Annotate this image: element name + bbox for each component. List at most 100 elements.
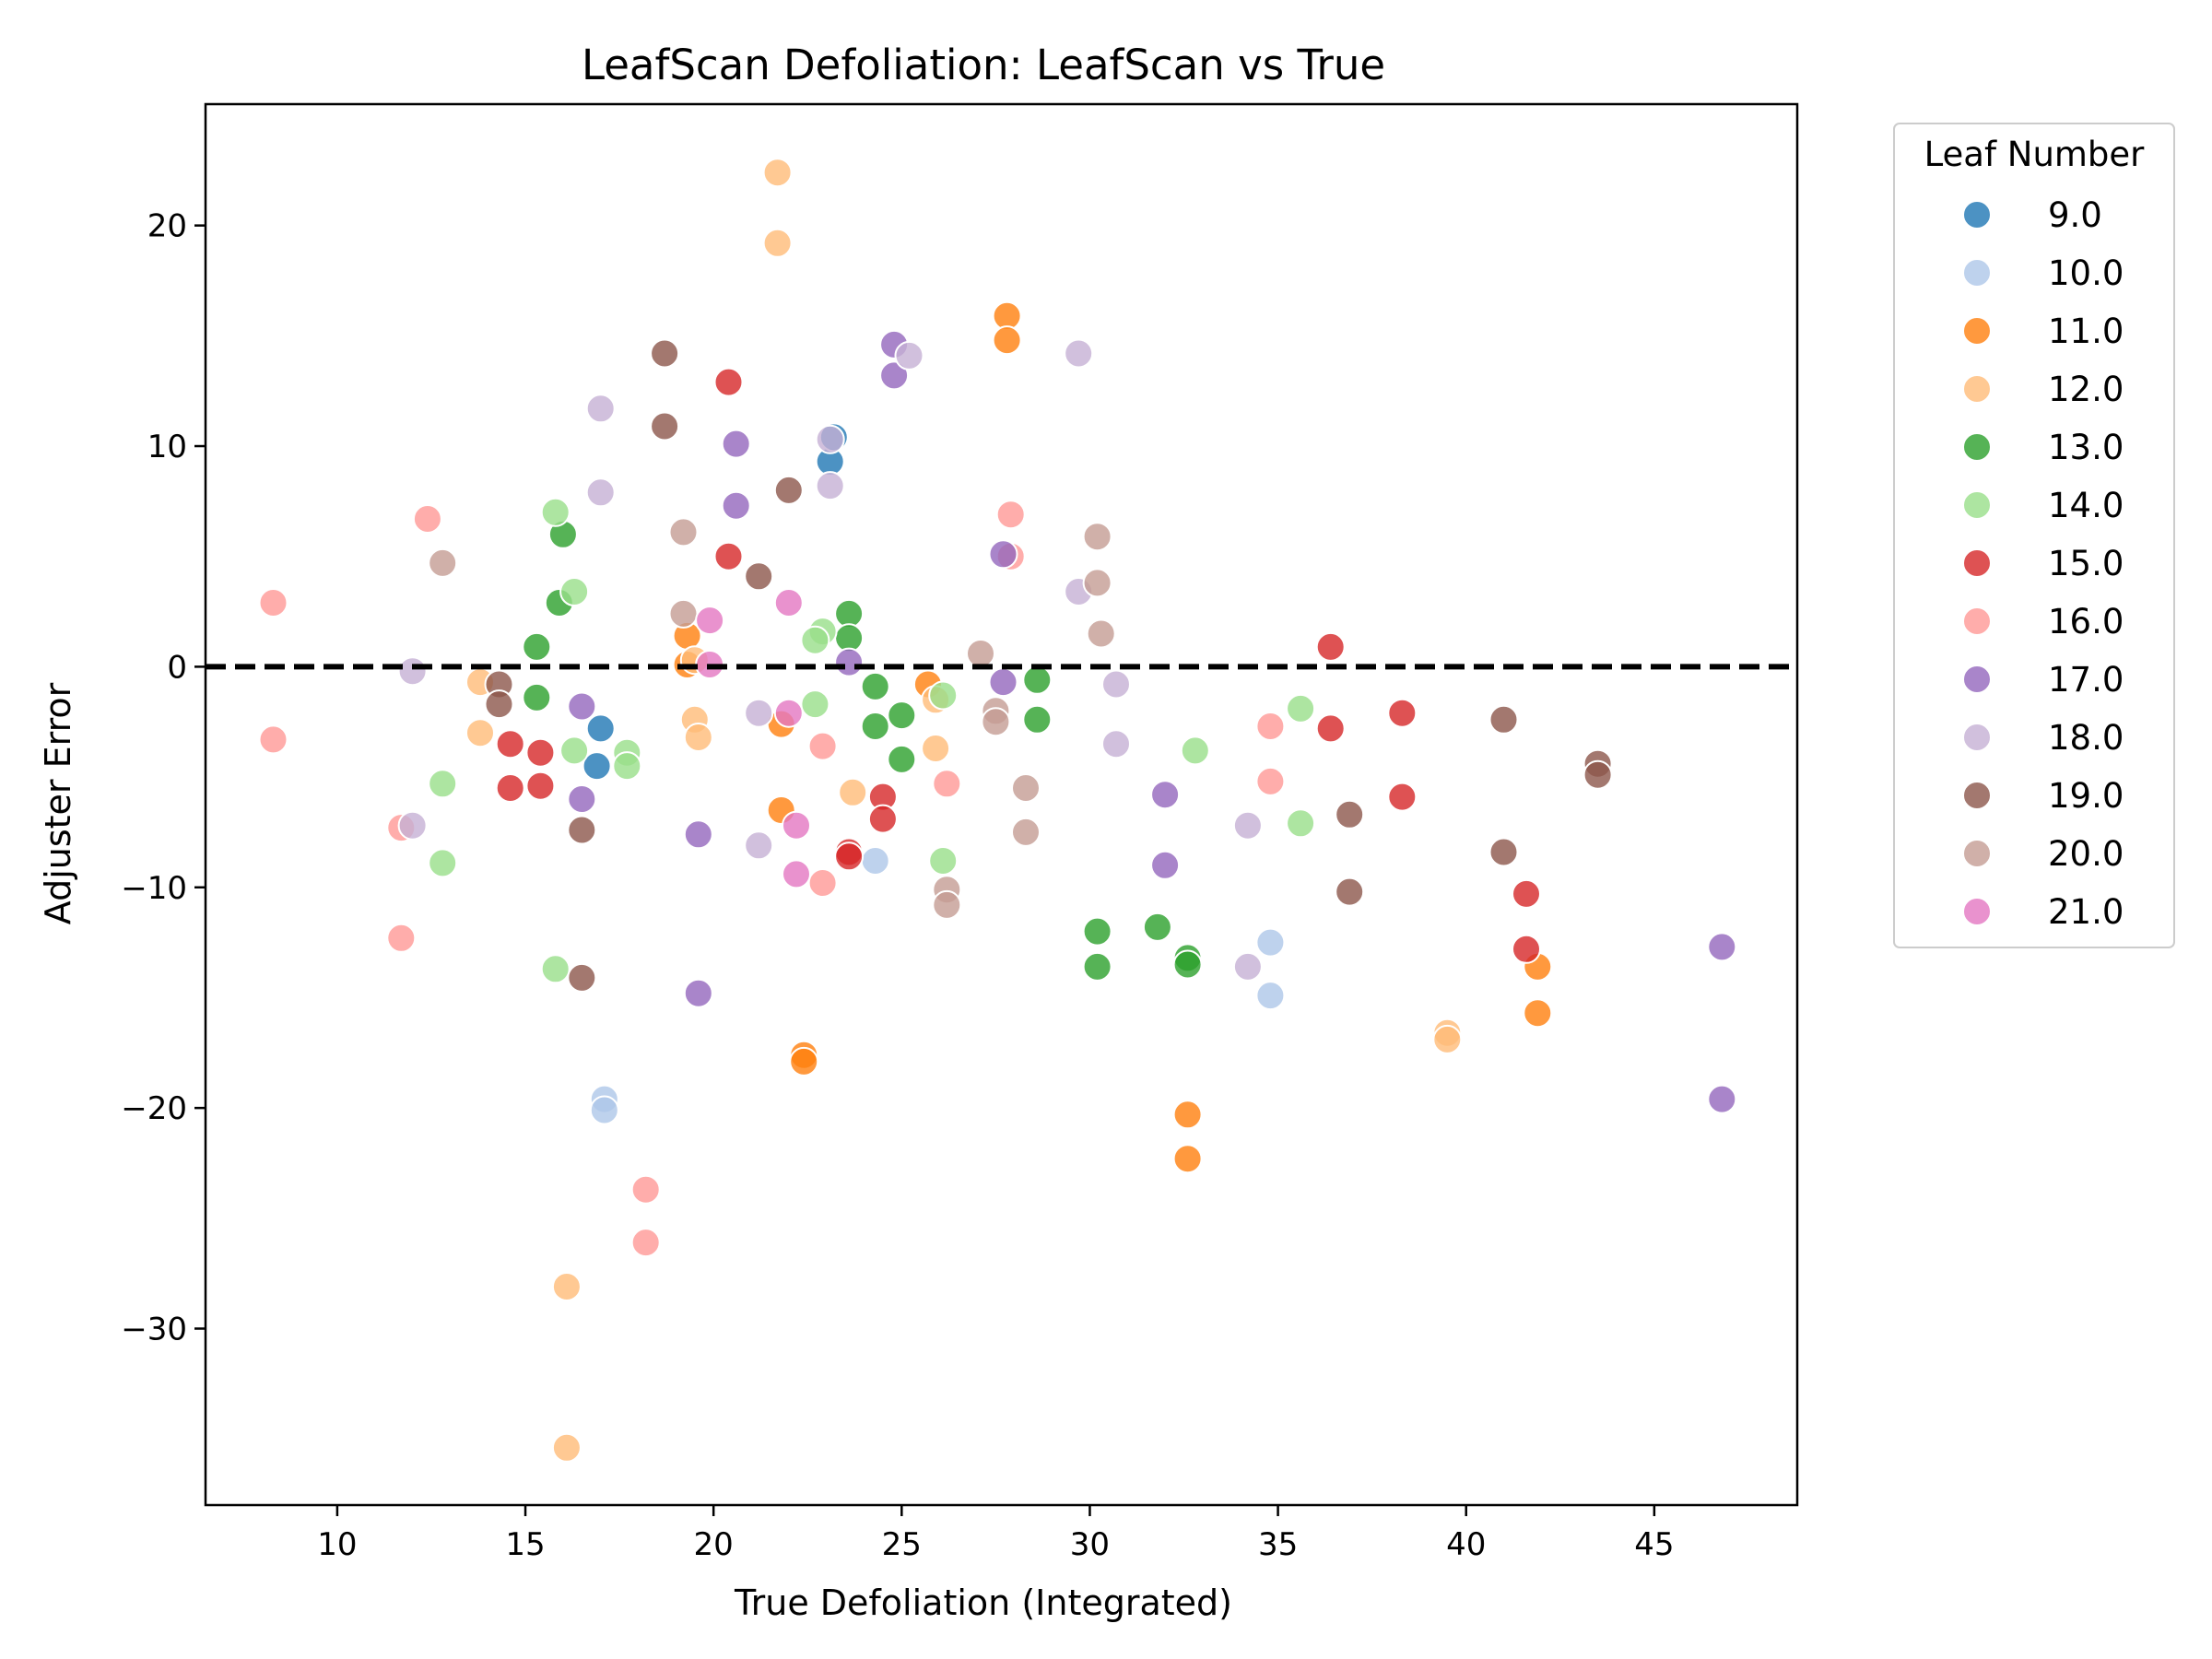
- x-tick-label: 25: [882, 1526, 922, 1563]
- data-point: [1286, 693, 1316, 724]
- legend-marker: [1962, 258, 1992, 288]
- legend-marker: [1962, 200, 1992, 229]
- x-tick-label: 45: [1634, 1526, 1674, 1563]
- data-point: [867, 804, 898, 834]
- data-point: [1011, 773, 1041, 803]
- data-point: [683, 978, 713, 1008]
- x-tick-label: 40: [1446, 1526, 1486, 1563]
- data-point: [800, 689, 830, 720]
- data-point: [928, 680, 959, 711]
- data-point: [1082, 951, 1112, 982]
- series-15.0: [495, 367, 1541, 964]
- data-point: [1523, 998, 1553, 1029]
- data-point: [567, 784, 597, 814]
- data-point: [773, 475, 804, 505]
- data-point: [1172, 1100, 1203, 1130]
- data-point: [995, 500, 1026, 530]
- data-point: [540, 954, 571, 984]
- legend-marker: [1962, 316, 1992, 346]
- data-point: [1022, 665, 1053, 695]
- data-point: [612, 751, 642, 782]
- data-point: [894, 340, 924, 371]
- data-point: [559, 577, 590, 606]
- legend-label: 20.0: [2048, 834, 2124, 874]
- data-point: [988, 539, 1018, 570]
- data-point: [713, 541, 744, 571]
- data-point: [1512, 934, 1541, 964]
- data-point: [695, 606, 725, 636]
- y-tick-label: −30: [121, 1312, 187, 1348]
- data-point: [713, 367, 744, 397]
- data-point: [1064, 338, 1094, 369]
- x-tick-label: 10: [317, 1526, 357, 1563]
- data-point: [559, 735, 590, 766]
- data-point: [1255, 927, 1286, 958]
- data-point: [525, 771, 556, 801]
- data-point: [1315, 713, 1346, 744]
- data-point: [1512, 878, 1541, 909]
- data-point: [1387, 782, 1418, 812]
- data-point: [1172, 949, 1203, 980]
- legend-label: 19.0: [2048, 776, 2124, 816]
- data-point: [495, 773, 525, 803]
- data-point: [1101, 729, 1131, 759]
- data-point: [807, 731, 838, 761]
- legend-title: Leaf Number: [1924, 135, 2146, 174]
- data-point: [1011, 817, 1041, 847]
- data-point: [887, 744, 917, 774]
- legend-label: 16.0: [2048, 602, 2124, 641]
- data-point: [585, 394, 616, 424]
- data-point: [992, 325, 1022, 356]
- data-point: [782, 810, 811, 841]
- legend-marker: [1962, 723, 1992, 752]
- data-point: [412, 504, 442, 534]
- y-axis-title: Adjuster Error: [38, 682, 78, 924]
- data-point: [721, 429, 751, 459]
- data-point: [397, 810, 428, 841]
- series-14.0: [428, 497, 1316, 984]
- data-point: [1286, 808, 1316, 839]
- data-point: [1022, 704, 1053, 735]
- data-point: [1232, 951, 1263, 982]
- series-18.0: [397, 338, 1263, 982]
- data-point: [1255, 766, 1286, 796]
- data-point: [585, 713, 616, 744]
- y-tick-label: −10: [121, 870, 187, 907]
- data-point: [630, 1228, 661, 1258]
- data-point: [860, 712, 890, 741]
- legend-label: 21.0: [2048, 892, 2124, 932]
- data-point: [428, 769, 458, 799]
- data-point: [484, 689, 514, 720]
- x-axis-title: True Defoliation (Integrated): [734, 1583, 1232, 1623]
- data-point: [721, 490, 751, 521]
- data-point: [1142, 912, 1172, 942]
- legend-frame: [1893, 123, 2175, 948]
- legend-marker: [1962, 839, 1992, 868]
- data-point: [932, 889, 962, 920]
- data-point: [1707, 1084, 1737, 1114]
- data-point: [1387, 698, 1418, 728]
- data-point: [525, 737, 556, 768]
- data-point: [683, 819, 713, 850]
- data-point: [800, 625, 830, 655]
- data-point: [773, 588, 804, 618]
- data-point: [860, 671, 890, 701]
- data-point: [762, 228, 793, 258]
- data-point: [650, 338, 680, 369]
- data-point: [744, 830, 774, 861]
- legend-label: 11.0: [2048, 312, 2124, 351]
- data-point: [860, 846, 890, 876]
- data-point: [567, 691, 597, 722]
- data-point: [1583, 759, 1613, 790]
- data-point: [465, 718, 495, 748]
- data-point: [1180, 735, 1210, 766]
- data-point: [815, 424, 845, 454]
- data-point: [834, 841, 865, 872]
- data-point: [1150, 850, 1181, 880]
- legend-label: 18.0: [2048, 718, 2124, 758]
- data-point: [428, 848, 458, 878]
- axes: 10 15 20 25 30 35 40 45 −30 −20 −10 0 10 20: [121, 102, 1799, 1563]
- data-point: [585, 477, 616, 508]
